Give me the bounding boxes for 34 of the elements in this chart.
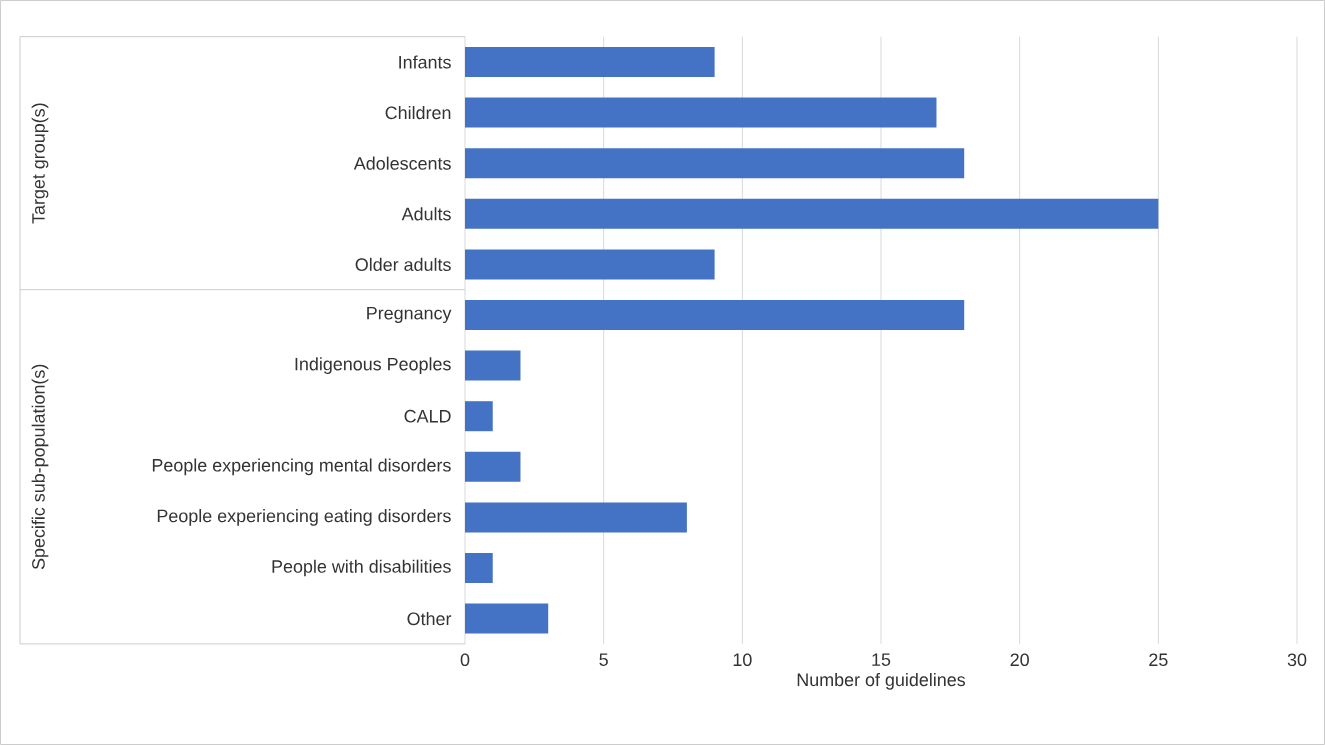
x-tick-label: 15: [872, 653, 891, 666]
y-tick-label: Older adults: [355, 257, 451, 271]
x-tick-label: 20: [1010, 653, 1029, 667]
y-tick-label: Pregnancy: [367, 306, 452, 324]
bar: [465, 502, 687, 533]
bar: [465, 451, 521, 482]
x-tick-label: 0: [460, 653, 470, 667]
x-axis-title: Number of guidelines: [797, 672, 966, 690]
bar: [465, 553, 493, 584]
y-tick-label: People experiencing mental disorders: [152, 458, 451, 476]
bar: [465, 97, 937, 128]
y-tick-label: Infants: [399, 55, 451, 69]
x-tick-label: 5: [599, 653, 608, 666]
x-tick-label: 25: [1149, 653, 1168, 667]
bar: [465, 47, 715, 77]
bar: [465, 300, 965, 330]
y-tick-label: People experiencing eating disorders: [157, 509, 451, 526]
y-tick-label: Other: [407, 612, 452, 626]
y-tick-label: Adults: [401, 207, 451, 221]
y-tick-label: Children: [385, 106, 451, 120]
y-tick-label: People with disabilities: [272, 559, 451, 577]
bar: [465, 401, 493, 432]
bar: [465, 603, 549, 634]
bar: [465, 198, 1159, 229]
x-tick-label: 10: [733, 653, 752, 667]
bar: [465, 350, 521, 381]
y-tick-label: Adolescents: [353, 156, 451, 170]
x-tick-label: 30: [1287, 653, 1307, 667]
bar: [465, 148, 965, 179]
text: Target group(s): [31, 103, 49, 224]
y-tick-label: CALD: [404, 409, 451, 423]
text: Specific sub-population(s): [31, 364, 49, 570]
bar: [465, 249, 715, 280]
y-tick-label: Indigenous Peoples: [295, 357, 451, 374]
